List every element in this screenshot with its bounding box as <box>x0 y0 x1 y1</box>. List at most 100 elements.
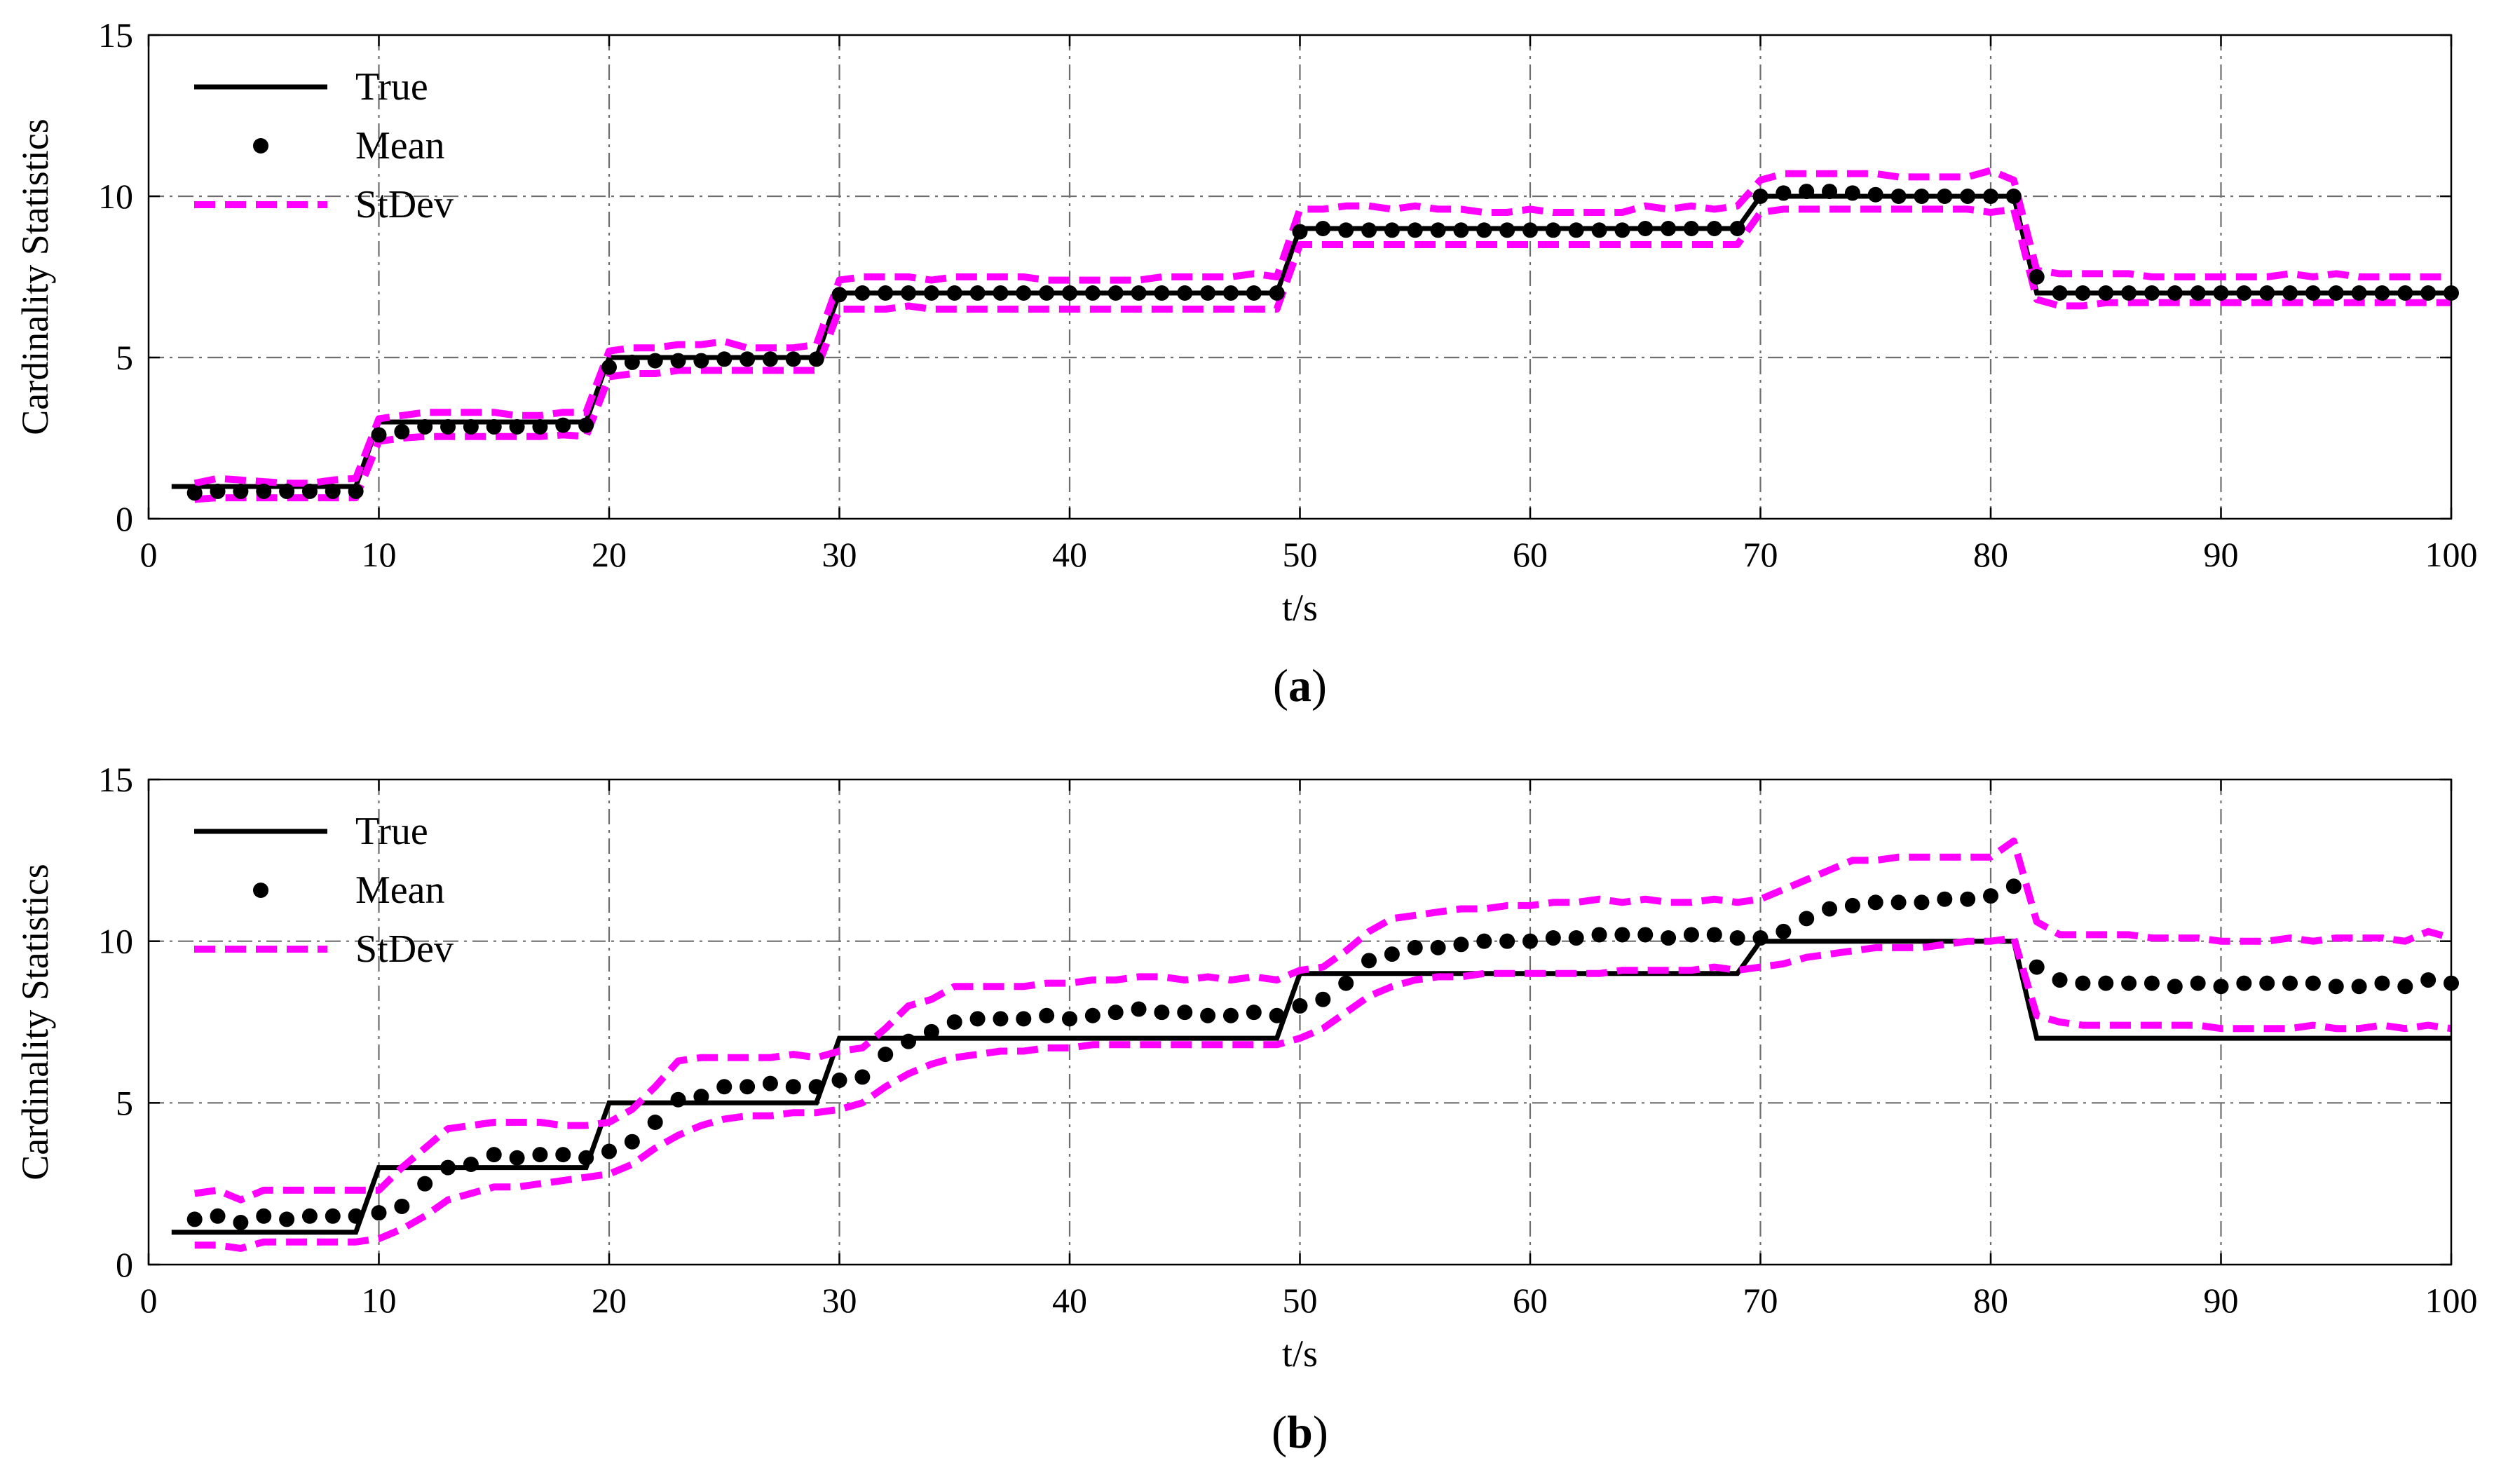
x-tick-label: 50 <box>1283 1281 1318 1320</box>
mean-point <box>2236 285 2252 301</box>
mean-point <box>1154 285 1170 301</box>
mean-point <box>2328 979 2344 995</box>
mean-point <box>670 1091 686 1108</box>
mean-point <box>325 1208 341 1224</box>
x-tick-label: 30 <box>822 1281 857 1320</box>
mean-point <box>878 1047 894 1063</box>
legend-stdev-label: StDev <box>355 183 454 226</box>
mean-point <box>578 1150 594 1166</box>
mean-point <box>1315 221 1331 236</box>
mean-point <box>1084 285 1100 301</box>
mean-point <box>1108 1005 1124 1021</box>
mean-point <box>1131 1001 1147 1017</box>
mean-point <box>2259 285 2275 301</box>
legend-mean-label: Mean <box>355 869 445 912</box>
mean-point <box>1292 998 1308 1014</box>
y-tick-label: 10 <box>98 922 133 961</box>
mean-point <box>2420 285 2437 301</box>
mean-point <box>301 1208 318 1224</box>
mean-point <box>2052 972 2068 988</box>
x-tick-label: 0 <box>140 1281 158 1320</box>
mean-point <box>2190 285 2206 301</box>
x-axis-label: t/s <box>1282 1333 1318 1375</box>
mean-point <box>1522 222 1538 238</box>
mean-point <box>1361 953 1377 969</box>
mean-point <box>854 1069 871 1085</box>
mean-point <box>1822 184 1838 200</box>
mean-point <box>440 1159 456 1176</box>
mean-point <box>762 351 778 367</box>
legend-true-label: True <box>355 810 428 853</box>
mean-point <box>1269 285 1285 301</box>
mean-point <box>1246 285 1262 301</box>
mean-point <box>578 417 594 433</box>
mean-point <box>808 1079 824 1095</box>
mean-point <box>1799 184 1815 200</box>
mean-point <box>1960 891 1976 907</box>
mean-point <box>2213 285 2229 301</box>
mean-point <box>301 483 318 499</box>
mean-point <box>2098 975 2114 991</box>
mean-point <box>1039 1007 1055 1023</box>
mean-point <box>1222 1007 1239 1023</box>
mean-point <box>486 418 502 435</box>
mean-point <box>2420 972 2437 988</box>
x-tick-label: 100 <box>2425 535 2478 574</box>
mean-point <box>1937 891 1953 907</box>
x-tick-label: 90 <box>2204 535 2239 574</box>
mean-point <box>2144 285 2160 301</box>
legend-mean-swatch <box>253 883 268 898</box>
x-tick-label: 70 <box>1743 535 1778 574</box>
mean-point <box>1016 1011 1032 1027</box>
mean-point <box>693 353 709 369</box>
mean-point <box>2075 975 2091 991</box>
mean-point <box>555 1147 571 1163</box>
mean-point <box>210 483 226 499</box>
mean-point <box>417 1176 433 1192</box>
mean-point <box>1154 1005 1170 1021</box>
mean-point <box>2305 285 2321 301</box>
mean-point <box>993 285 1009 301</box>
mean-point <box>1614 927 1630 943</box>
mean-point <box>2328 285 2344 301</box>
mean-point <box>831 1073 847 1089</box>
mean-point <box>394 1198 410 1214</box>
x-tick-label: 60 <box>1513 1281 1548 1320</box>
mean-point <box>1890 189 1907 204</box>
mean-point <box>785 1079 801 1095</box>
mean-point <box>1568 930 1584 946</box>
x-tick-label: 20 <box>592 1281 627 1320</box>
mean-point <box>923 285 939 301</box>
mean-point <box>1430 939 1446 955</box>
mean-point <box>716 1079 732 1095</box>
mean-point <box>256 1208 272 1224</box>
mean-point <box>2167 285 2183 301</box>
mean-point <box>1246 1005 1262 1021</box>
mean-point <box>233 483 249 499</box>
legend-true-label: True <box>355 65 428 109</box>
mean-point <box>2029 269 2045 285</box>
mean-point <box>1799 911 1815 927</box>
mean-point <box>2005 189 2022 204</box>
mean-point <box>1384 946 1400 962</box>
mean-point <box>1890 894 1907 911</box>
mean-point <box>509 1150 525 1166</box>
mean-point <box>348 483 364 499</box>
mean-point <box>808 351 824 367</box>
mean-point <box>1062 285 1077 301</box>
mean-point <box>2259 975 2275 991</box>
x-tick-label: 30 <box>822 535 857 574</box>
y-tick-label: 15 <box>98 15 133 55</box>
mean-point <box>279 483 295 499</box>
mean-point <box>2190 975 2206 991</box>
mean-point <box>1960 189 1976 204</box>
mean-point <box>2397 285 2413 301</box>
mean-point <box>1752 189 1769 204</box>
mean-point <box>1683 927 1699 943</box>
mean-point <box>1591 927 1607 943</box>
mean-point <box>762 1075 778 1091</box>
mean-point <box>440 418 456 435</box>
mean-point <box>186 485 203 501</box>
mean-point <box>1407 222 1423 238</box>
mean-point <box>1453 222 1469 238</box>
